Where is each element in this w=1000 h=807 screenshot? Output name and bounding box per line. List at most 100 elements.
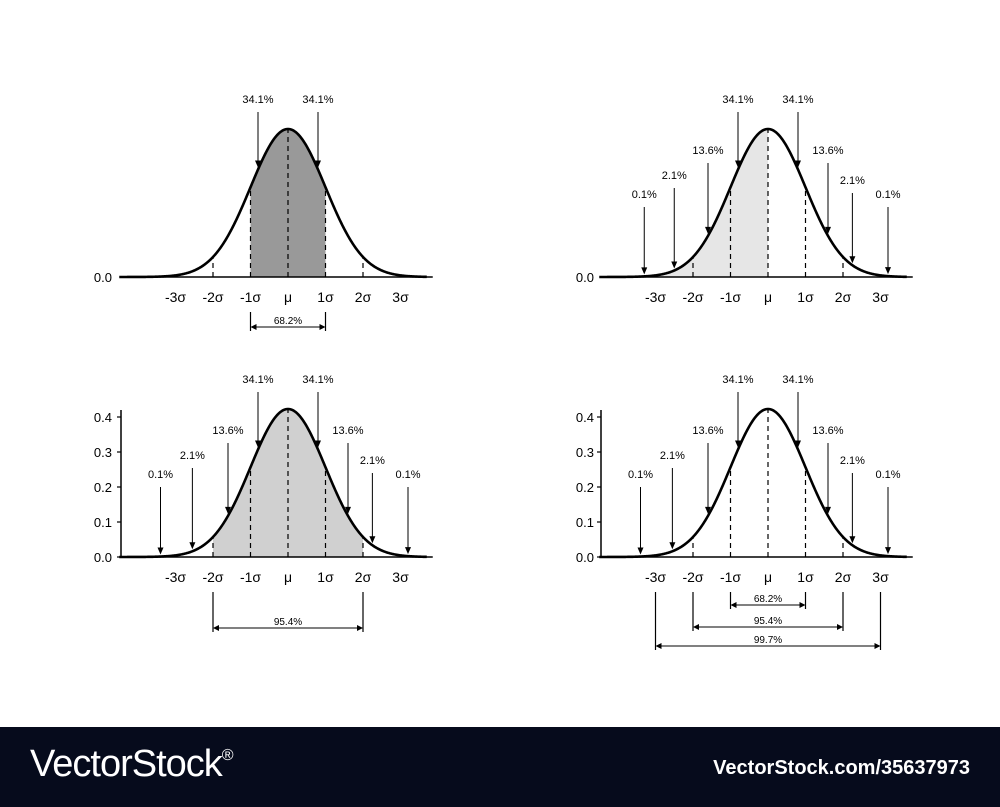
span-label: 68.2% — [754, 594, 782, 605]
y-tick-label: 0.2 — [94, 480, 112, 495]
arrowhead — [255, 440, 261, 448]
x-tick-label: -2σ — [202, 289, 223, 305]
span-arrow-left — [655, 643, 662, 649]
span-arrow-left — [730, 602, 737, 608]
percent-label: 2.1% — [840, 175, 865, 187]
arrowhead — [795, 440, 801, 448]
arrowhead — [885, 547, 891, 555]
span-label: 68.2% — [274, 316, 302, 327]
x-tick-label: -1σ — [240, 289, 261, 305]
x-tick-label: 2σ — [835, 569, 852, 585]
chart-bottom-right: 0.0 0.1 0.2 0.3 0.4 -3σ -2σ -1σ μ 1σ 2σ 3σ 0.1% 2.1% 1… — [576, 374, 913, 650]
span-arrow-right — [837, 624, 843, 630]
arrowhead — [849, 256, 856, 264]
arrowhead — [345, 506, 351, 514]
x-tick-label: μ — [764, 289, 772, 305]
percent-label: 34.1% — [242, 374, 273, 386]
x-tick-label: -2σ — [202, 569, 223, 585]
arrowhead — [225, 506, 231, 514]
percent-label: 13.6% — [692, 145, 723, 157]
percent-label: 2.1% — [360, 455, 385, 467]
arrowhead — [157, 547, 164, 555]
x-tick-label: μ — [764, 569, 772, 585]
brand-name: VectorStock — [30, 743, 223, 785]
x-tick-label: μ — [284, 289, 292, 305]
span-label-bg — [268, 316, 308, 326]
x-tick-label: -1σ — [240, 569, 261, 585]
percent-label: 13.6% — [812, 425, 843, 437]
chart-top-right: 0.0 -3σ -2σ -1σ μ 1σ 2σ 3σ 0.1% 2.1% 13.6% 34.1% 34.… — [576, 94, 913, 305]
arrowhead — [255, 160, 261, 168]
x-tick-label: -3σ — [165, 289, 186, 305]
curve-line — [119, 407, 427, 559]
x-tick-label: 3σ — [392, 289, 409, 305]
percent-label: 0.1% — [632, 189, 657, 201]
x-tick-label: -1σ — [720, 569, 741, 585]
arrowhead — [825, 506, 831, 514]
span-label-bg — [748, 616, 788, 626]
footer-bar: VectorStock® VectorStock.com/35637973 — [0, 727, 1000, 807]
percent-label: 13.6% — [332, 425, 363, 437]
arrowhead — [669, 542, 676, 550]
y-tick-label: 0.4 — [576, 410, 594, 425]
x-tick-label: μ — [284, 569, 292, 585]
chart-top-left: 0.0 -3σ -2σ -1σ μ 1σ 2σ 3σ 34.1% 34.1% 68.2% — [94, 94, 433, 331]
arrowhead — [825, 226, 831, 234]
percent-label: 34.1% — [722, 94, 753, 106]
x-tick-label: 3σ — [872, 569, 889, 585]
curve-line — [119, 127, 427, 279]
percent-label: 0.1% — [395, 469, 420, 481]
x-tick-label: 2σ — [355, 289, 372, 305]
x-tick-label: 2σ — [835, 289, 852, 305]
y-tick-label: 0.3 — [94, 445, 112, 460]
span-arrow-right — [799, 602, 806, 608]
x-tick-label: 1σ — [797, 569, 814, 585]
span-arrow-right — [319, 324, 326, 330]
x-tick-label: 1σ — [797, 289, 814, 305]
percent-label: 0.1% — [148, 469, 173, 481]
y-tick-label: 0.1 — [94, 515, 112, 530]
percent-label: 13.6% — [812, 145, 843, 157]
span-arrow-left — [693, 624, 699, 630]
arrowhead — [885, 267, 891, 275]
span-arrow-left — [213, 625, 219, 631]
span-arrow-left — [250, 324, 257, 330]
span-arrow-right — [874, 643, 881, 649]
percent-label: 34.1% — [782, 94, 813, 106]
arrowhead — [315, 160, 321, 168]
percent-label: 13.6% — [212, 425, 243, 437]
x-tick-label: -3σ — [645, 289, 666, 305]
arrowhead — [637, 547, 644, 555]
percent-label: 34.1% — [242, 94, 273, 106]
percent-label: 2.1% — [662, 170, 687, 182]
y-tick-label: 0.0 — [94, 270, 112, 285]
normal-distribution-charts: 0.0 -3σ -2σ -1σ μ 1σ 2σ 3σ 34.1% 34.1% 68.2% 0.0 -3σ… — [94, 94, 913, 650]
x-tick-label: 3σ — [392, 569, 409, 585]
percent-label: 34.1% — [782, 374, 813, 386]
chart-bottom-left: 0.0 0.1 0.2 0.3 0.4 -3σ -2σ -1σ μ 1σ 2σ 3σ 0.1% 2.1% 1… — [94, 374, 433, 632]
curve-line — [599, 127, 907, 279]
arrowhead — [405, 547, 411, 555]
percent-label: 13.6% — [692, 425, 723, 437]
percent-label: 2.1% — [180, 450, 205, 462]
x-tick-label: -2σ — [682, 289, 703, 305]
span-label: 95.4% — [754, 616, 782, 627]
span-label: 95.4% — [274, 617, 302, 628]
arrowhead — [735, 440, 741, 448]
span-arrow-right — [357, 625, 363, 631]
span-label: 99.7% — [754, 635, 782, 646]
y-tick-label: 0.0 — [94, 550, 112, 565]
y-tick-label: 0.3 — [576, 445, 594, 460]
x-tick-label: -3σ — [165, 569, 186, 585]
arrowhead — [671, 261, 678, 269]
span-label-bg — [748, 635, 788, 645]
y-tick-label: 0.4 — [94, 410, 112, 425]
x-tick-label: 3σ — [872, 289, 889, 305]
percent-label: 0.1% — [875, 469, 900, 481]
stock-id: VectorStock.com/35637973 — [713, 757, 970, 779]
y-tick-label: 0.1 — [576, 515, 594, 530]
arrowhead — [705, 226, 711, 234]
x-tick-label: 1σ — [317, 289, 334, 305]
vectorstock-logo: VectorStock® — [30, 743, 234, 786]
percent-label: 2.1% — [660, 450, 685, 462]
